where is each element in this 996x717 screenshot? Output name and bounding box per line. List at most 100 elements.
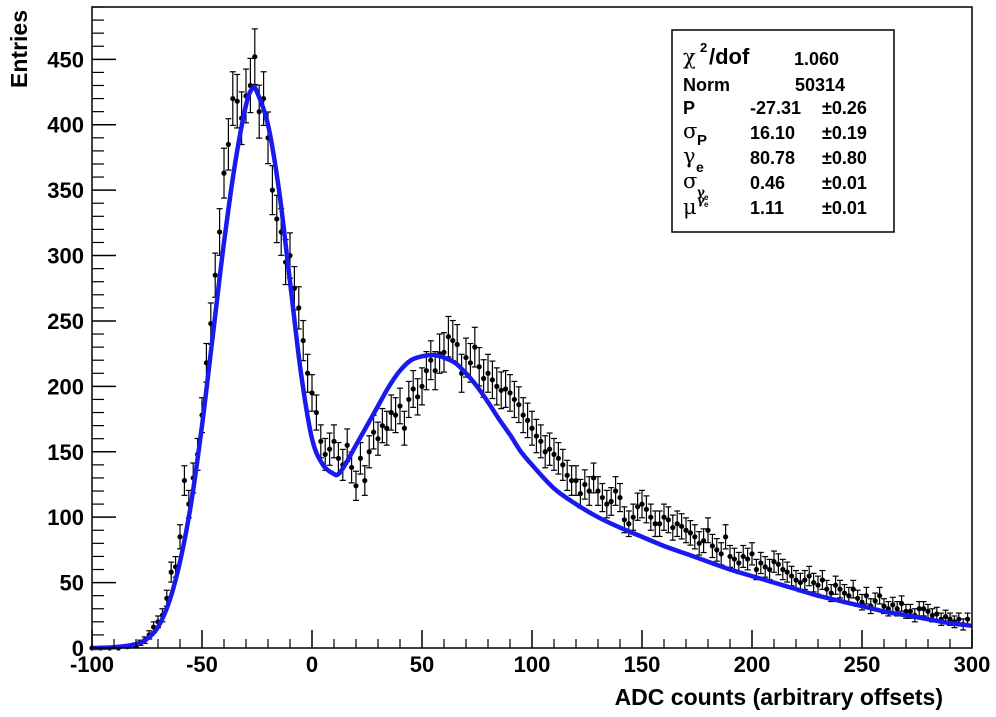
point-marker: [771, 559, 777, 565]
point-marker: [621, 517, 628, 523]
point-marker: [520, 412, 526, 418]
point-marker: [780, 566, 786, 573]
axis-ticks: [91, 6, 973, 649]
point-marker: [371, 429, 377, 435]
point-marker: [740, 553, 746, 560]
point-marker: [586, 488, 592, 494]
point-marker: [797, 579, 804, 586]
data-point: [410, 369, 417, 408]
point-marker: [670, 525, 676, 531]
y-tick-label: 250: [47, 309, 84, 334]
stats-row-mu: μ γ e 1.11 ±0.01: [683, 193, 867, 219]
y-tick-label: 50: [60, 571, 84, 596]
data-point: [221, 147, 227, 199]
x-tick-label: 100: [514, 652, 551, 677]
point-marker: [683, 527, 689, 533]
point-marker: [296, 305, 302, 311]
point-marker: [494, 383, 500, 389]
point-marker: [327, 446, 333, 452]
point-marker: [753, 566, 760, 573]
stats-row-label: χ: [683, 45, 696, 69]
point-marker: [921, 606, 927, 612]
point-marker: [819, 577, 826, 583]
data-point: [705, 517, 711, 544]
y-tick-label: 200: [47, 374, 84, 399]
point-marker: [661, 514, 667, 520]
data-point: [674, 510, 681, 538]
data-point: [533, 418, 540, 454]
stats-row-label-sup: γ: [697, 193, 705, 207]
data-point: [775, 553, 782, 576]
stats-row-sigma-gamma: σ γ e 0.46 ±0.01: [683, 169, 867, 202]
point-marker: [318, 438, 324, 444]
y-tick-label: 0: [72, 636, 84, 661]
point-marker: [516, 402, 522, 408]
stats-row-label-subsub: e: [704, 193, 709, 202]
stats-row-label-sup: 2: [700, 40, 707, 55]
data-point: [379, 407, 386, 444]
data-point: [762, 555, 769, 578]
data-point: [529, 410, 535, 446]
point-marker: [309, 390, 315, 396]
data-point: [687, 520, 694, 546]
point-marker: [674, 521, 680, 527]
point-marker: [335, 455, 341, 461]
data-point: [683, 517, 689, 544]
point-marker: [762, 564, 768, 570]
data-point: [661, 503, 667, 531]
point-marker: [965, 616, 971, 622]
point-marker: [388, 409, 394, 416]
data-point: [507, 374, 513, 412]
data-point: [524, 402, 531, 439]
point-marker: [569, 477, 575, 484]
data-point: [757, 551, 764, 575]
point-marker: [503, 386, 509, 392]
data-point: [559, 448, 566, 481]
data-point: [383, 410, 390, 446]
point-marker: [441, 349, 447, 355]
point-marker: [428, 357, 434, 363]
point-marker: [714, 547, 720, 553]
point-marker: [300, 337, 306, 344]
data-point: [713, 537, 720, 562]
data-point: [304, 353, 311, 393]
point-marker: [877, 593, 883, 599]
point-marker: [648, 514, 654, 520]
point-marker: [419, 383, 425, 389]
point-marker: [613, 488, 619, 494]
point-marker: [481, 375, 487, 382]
point-marker: [595, 488, 601, 494]
point-marker: [617, 494, 623, 501]
point-marker: [828, 590, 834, 596]
y-tick-label: 350: [47, 178, 84, 203]
point-marker: [507, 390, 513, 396]
point-marker: [547, 446, 553, 452]
point-marker: [626, 521, 632, 527]
point-marker: [679, 523, 685, 529]
point-marker: [313, 409, 319, 416]
data-point: [771, 550, 777, 573]
data-point: [401, 410, 408, 446]
point-marker: [850, 586, 856, 592]
point-marker: [894, 606, 900, 612]
data-point: [229, 71, 236, 126]
x-tick-label: 150: [624, 652, 661, 677]
stats-row-value: 1.11: [750, 198, 784, 218]
data-point: [819, 569, 826, 591]
point-marker: [322, 451, 328, 457]
point-marker: [498, 387, 504, 393]
fit-curve: [91, 84, 973, 651]
point-marker: [445, 334, 451, 340]
point-marker: [577, 491, 584, 497]
data-point: [678, 513, 685, 540]
data-point: [551, 437, 557, 471]
point-marker: [824, 586, 830, 592]
data-point: [177, 524, 183, 550]
data-point: [603, 489, 610, 519]
point-marker: [511, 396, 517, 403]
data-point: [445, 315, 452, 358]
point-marker: [789, 573, 795, 579]
point-marker: [450, 337, 456, 344]
data-point: [269, 165, 276, 216]
point-marker: [665, 517, 672, 523]
